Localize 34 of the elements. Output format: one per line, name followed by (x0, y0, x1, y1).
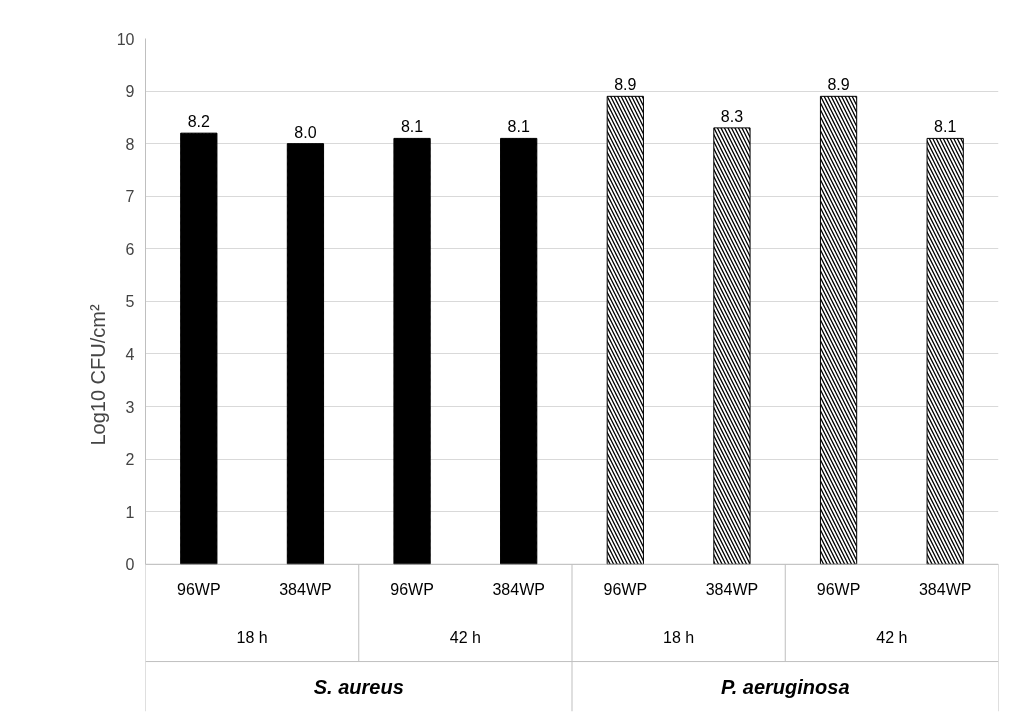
x-tick-label: 96WP (603, 581, 648, 599)
y-tick-label: 8 (125, 135, 135, 153)
text: S. aureus (313, 676, 404, 699)
data-label: 8.1 (400, 118, 424, 136)
x-tick-label: 96WP (816, 581, 861, 599)
y-tick-label: 0 (125, 556, 135, 574)
y-tick-label: 7 (125, 188, 135, 206)
data-label: 8.2 (187, 113, 211, 131)
data-label: 8.1 (934, 118, 957, 136)
y-tick-label: 6 (125, 240, 135, 258)
data-label: 8.9 (614, 76, 637, 94)
data-label: 8.1 (507, 118, 530, 136)
y-tick-label: 9 (125, 83, 135, 101)
data-label: 8.3 (720, 107, 744, 125)
y-tick-label: 2 (125, 451, 135, 469)
y-tick-label: 10 (116, 30, 135, 48)
data-label: 8.9 (827, 76, 850, 94)
y-axis-title: Log10 CFU/cm² (86, 304, 109, 446)
x-tick-label: 384WP (918, 581, 972, 599)
y-tick-label: 4 (125, 345, 135, 363)
x-tick-label: 96WP (390, 581, 434, 599)
text: 42 h (876, 628, 908, 646)
y-tick-label: 3 (125, 398, 135, 416)
text: 18 h (663, 628, 695, 646)
data-label: 8.0 (294, 123, 317, 141)
x-tick-label: 384WP (705, 581, 759, 599)
text: P. aeruginosa (720, 676, 850, 699)
x-tick-label: 384WP (279, 581, 332, 599)
y-tick-label: 1 (125, 503, 135, 521)
y-tick-label: 5 (125, 293, 135, 311)
text: 18 h (236, 628, 268, 646)
text: 42 h (449, 628, 481, 646)
x-tick-label: 384WP (492, 581, 545, 599)
x-tick-label: 96WP (177, 581, 221, 599)
